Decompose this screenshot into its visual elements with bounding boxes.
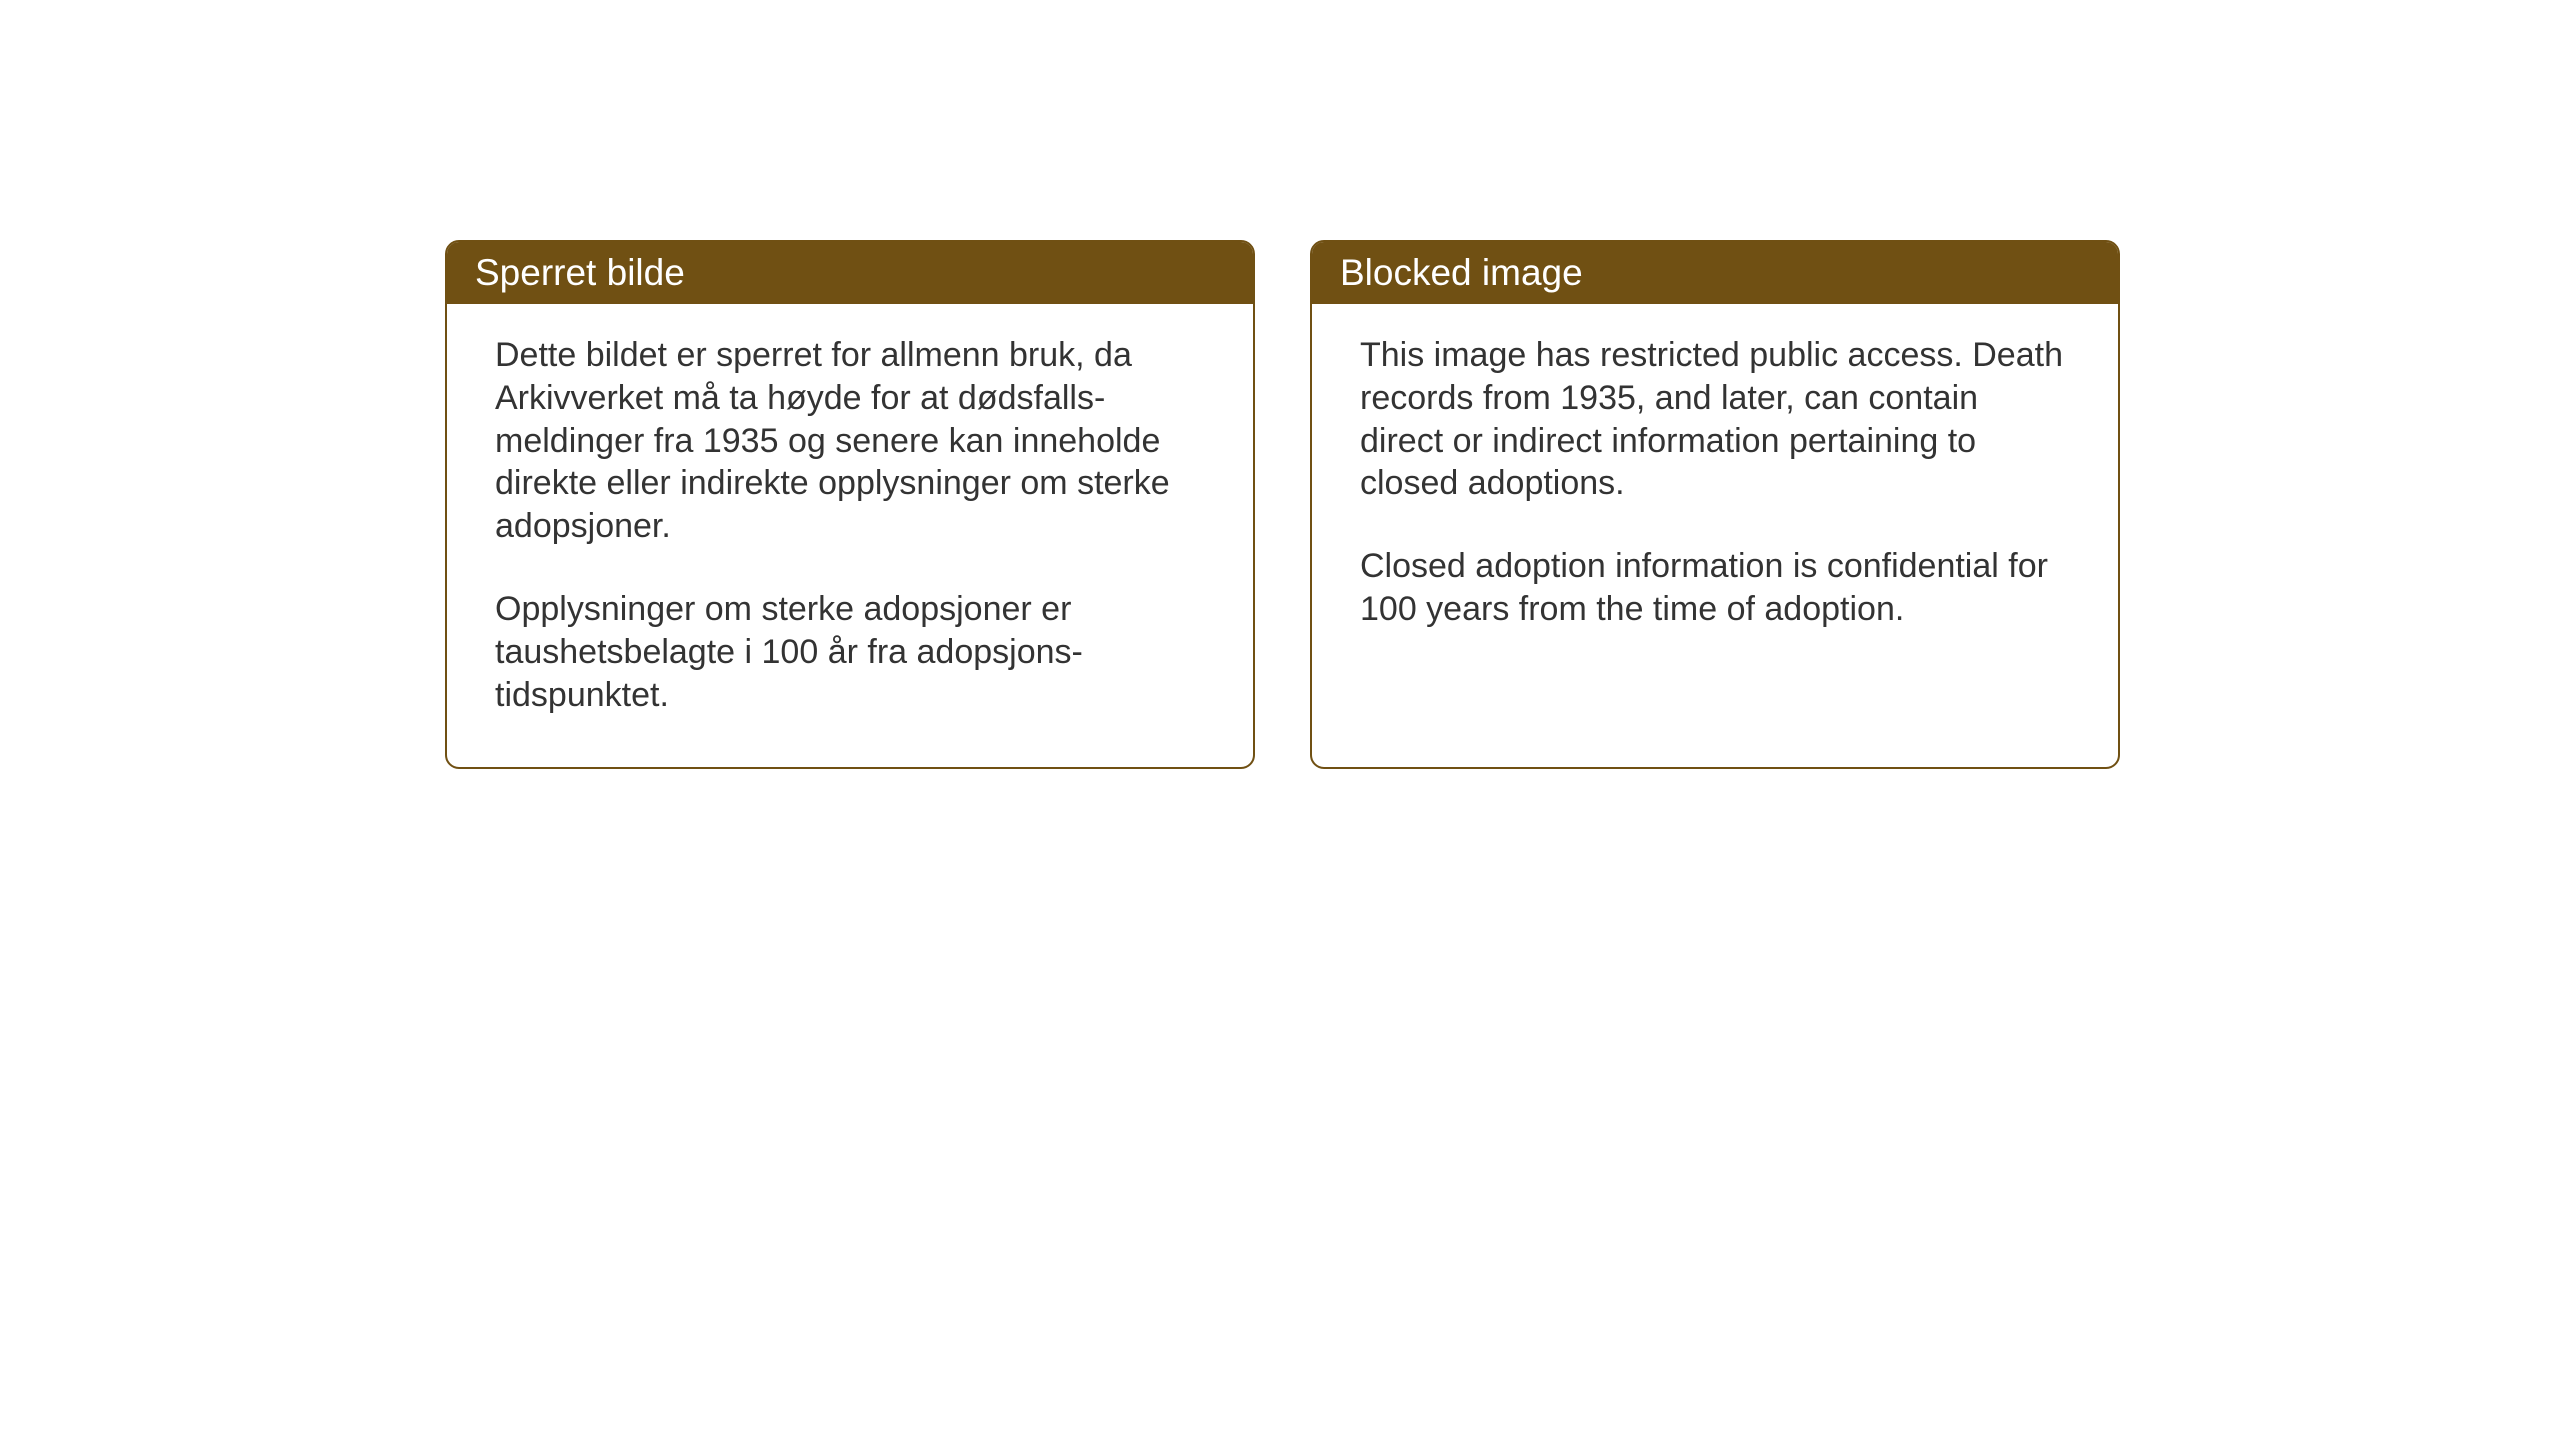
notice-title-english: Blocked image	[1340, 252, 1583, 293]
notice-card-english: Blocked image This image has restricted …	[1310, 240, 2120, 769]
notice-header-norwegian: Sperret bilde	[447, 242, 1253, 304]
notice-container: Sperret bilde Dette bildet er sperret fo…	[445, 240, 2120, 769]
notice-body-english: This image has restricted public access.…	[1312, 304, 2118, 681]
notice-header-english: Blocked image	[1312, 242, 2118, 304]
notice-card-norwegian: Sperret bilde Dette bildet er sperret fo…	[445, 240, 1255, 769]
notice-paragraph2-norwegian: Opplysninger om sterke adopsjoner er tau…	[495, 588, 1205, 716]
notice-body-norwegian: Dette bildet er sperret for allmenn bruk…	[447, 304, 1253, 767]
notice-title-norwegian: Sperret bilde	[475, 252, 685, 293]
notice-paragraph2-english: Closed adoption information is confident…	[1360, 545, 2070, 631]
notice-paragraph1-english: This image has restricted public access.…	[1360, 334, 2070, 505]
notice-paragraph1-norwegian: Dette bildet er sperret for allmenn bruk…	[495, 334, 1205, 548]
